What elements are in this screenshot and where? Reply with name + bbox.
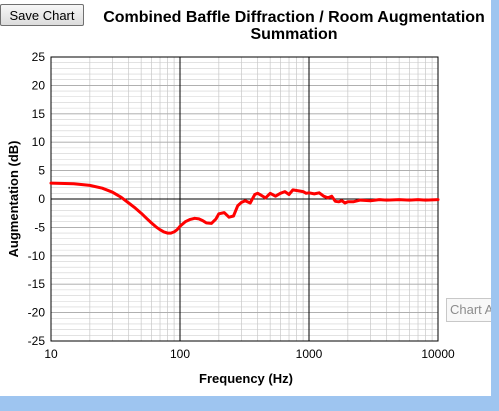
y-tick-label: 20: [32, 78, 46, 92]
chart-tooltip: Chart A: [446, 298, 491, 322]
save-chart-button[interactable]: Save Chart: [0, 4, 84, 26]
x-axis-label: Frequency (Hz): [199, 371, 293, 386]
y-tick-label: 5: [38, 164, 45, 178]
x-tick-label: 10000: [421, 347, 455, 361]
y-tick-label: 25: [32, 50, 46, 64]
window-bottom-edge: [0, 396, 499, 411]
x-tick-label: 100: [170, 347, 190, 361]
y-axis-label: Augmentation (dB): [6, 141, 21, 258]
y-tick-label: -15: [28, 277, 46, 291]
chart-title: Combined Baffle Diffraction / Room Augme…: [88, 9, 499, 43]
x-tick-label: 1000: [296, 347, 323, 361]
window-right-edge: [491, 0, 499, 411]
y-tick-label: -20: [28, 306, 46, 320]
y-tick-label: -5: [34, 220, 45, 234]
y-tick-label: 15: [32, 107, 46, 121]
y-tick-label: 0: [38, 192, 45, 206]
y-tick-label: -10: [28, 249, 46, 263]
y-tick-label: 10: [32, 135, 46, 149]
y-tick-label: -25: [28, 334, 46, 348]
chart-title-line-2: Summation: [250, 26, 338, 43]
chart-title-line-1: Combined Baffle Diffraction / Room Augme…: [103, 9, 485, 26]
augmentation-series-line: [49, 181, 440, 235]
x-tick-label: 10: [44, 347, 58, 361]
